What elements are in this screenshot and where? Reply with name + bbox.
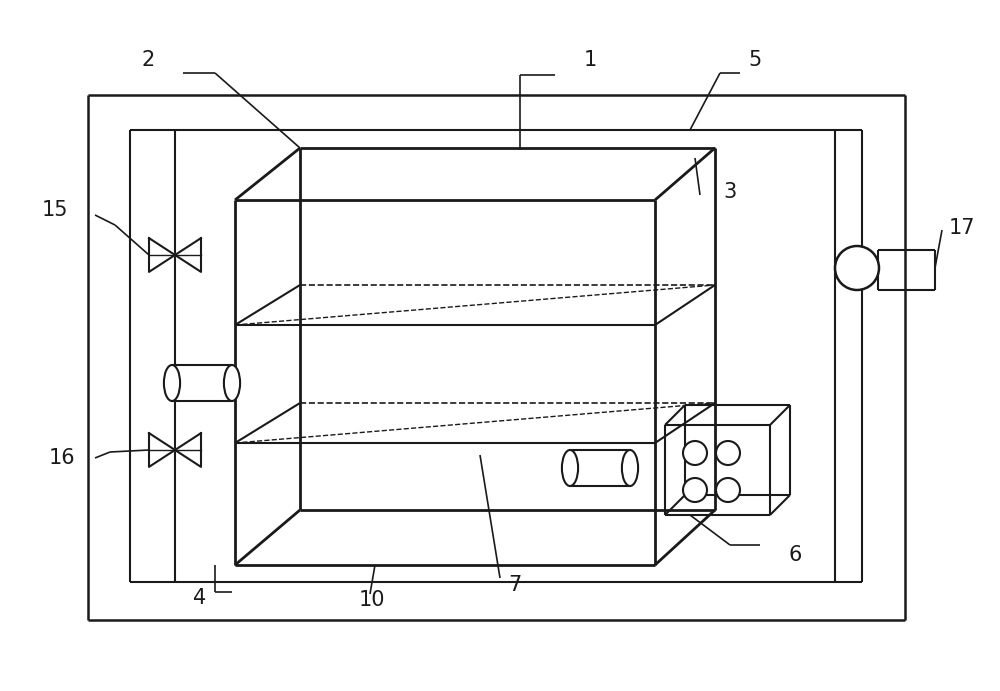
FancyBboxPatch shape xyxy=(570,450,630,486)
Text: 7: 7 xyxy=(508,575,522,595)
Ellipse shape xyxy=(164,365,180,401)
Text: 16: 16 xyxy=(49,448,75,468)
FancyBboxPatch shape xyxy=(172,365,232,401)
Ellipse shape xyxy=(716,478,740,502)
Ellipse shape xyxy=(683,478,707,502)
Ellipse shape xyxy=(562,450,578,486)
Ellipse shape xyxy=(224,365,240,401)
Ellipse shape xyxy=(835,246,879,290)
Polygon shape xyxy=(149,433,175,467)
Text: 1: 1 xyxy=(583,50,597,70)
Polygon shape xyxy=(175,238,201,272)
Ellipse shape xyxy=(716,441,740,465)
Text: 17: 17 xyxy=(949,218,975,238)
Polygon shape xyxy=(149,238,175,272)
Text: 5: 5 xyxy=(748,50,762,70)
Text: 6: 6 xyxy=(788,545,802,565)
Ellipse shape xyxy=(683,441,707,465)
Polygon shape xyxy=(175,433,201,467)
Text: 10: 10 xyxy=(359,590,385,610)
Text: 3: 3 xyxy=(723,182,737,202)
Ellipse shape xyxy=(622,450,638,486)
Text: 2: 2 xyxy=(141,50,155,70)
Text: 4: 4 xyxy=(193,588,207,608)
Text: 15: 15 xyxy=(42,200,68,220)
